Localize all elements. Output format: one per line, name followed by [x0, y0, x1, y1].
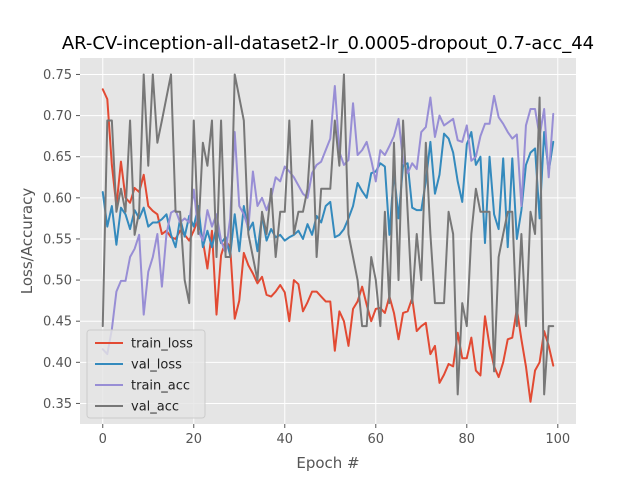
x-tick-label: 60 — [368, 432, 385, 447]
series-line-val-loss — [101, 131, 555, 257]
legend-label-train-loss: train_loss — [131, 337, 193, 352]
x-tick-label: 40 — [276, 432, 293, 447]
x-tick-label: 0 — [99, 432, 107, 447]
x-tick-label: 80 — [459, 432, 476, 447]
y-tick-label: 0.60 — [43, 191, 72, 206]
series-layer — [101, 73, 555, 403]
x-tick-label: 100 — [545, 432, 570, 447]
series-line-train-acc — [101, 84, 555, 356]
y-axis-label: Loss/Accuracy — [18, 188, 36, 295]
y-tick-label: 0.40 — [43, 356, 72, 371]
x-axis-label: Epoch # — [296, 454, 359, 472]
x-tick-label: 20 — [185, 432, 202, 447]
x-ticks: 0 20 40 60 80 100 — [99, 424, 570, 447]
y-tick-label: 0.70 — [43, 109, 72, 124]
y-tick-label: 0.35 — [43, 397, 72, 412]
y-tick-label: 0.65 — [43, 150, 72, 165]
series-line-val-acc — [101, 73, 555, 396]
y-tick-label: 0.50 — [43, 274, 72, 289]
legend-label-train-acc: train_acc — [131, 379, 190, 394]
chart-title: AR-CV-inception-all-dataset2-lr_0.0005-d… — [62, 33, 594, 54]
y-ticks: 0.35 0.40 0.45 0.50 0.55 0.60 0.65 0.70 0.75 — [43, 68, 80, 412]
legend: train_loss val_loss train_acc val_acc — [86, 329, 206, 419]
y-tick-label: 0.45 — [43, 315, 72, 330]
legend-box — [86, 329, 206, 419]
legend-label-val-loss: val_loss — [131, 358, 182, 373]
legend-label-val-acc: val_acc — [131, 400, 179, 415]
y-tick-label: 0.75 — [43, 68, 72, 83]
y-tick-label: 0.55 — [43, 232, 72, 247]
